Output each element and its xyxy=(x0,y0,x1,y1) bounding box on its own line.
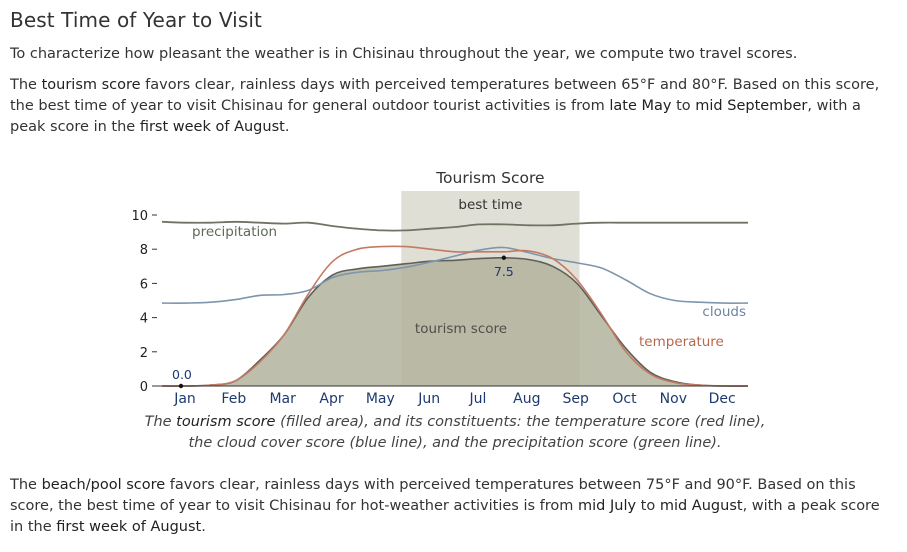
tourism-end: mid September xyxy=(695,98,808,114)
y-tick-label: 2 xyxy=(140,346,148,361)
precipitation-label: precipitation xyxy=(192,224,277,240)
x-tick-label: Nov xyxy=(660,391,687,407)
tourism-text-2: favors clear, rainless days with perceiv… xyxy=(10,77,880,114)
caption-text-2: (filled area), and its constituents: the… xyxy=(188,414,766,451)
tourism-score-chart: best time Tourism Score 0 2 4 6 8 10 Jan Feb Ma… xyxy=(131,169,749,407)
beach-peak: first week of August xyxy=(56,519,202,535)
caption-score-term: tourism score xyxy=(176,414,276,430)
beach-paragraph: The beach/pool score favors clear, rainl… xyxy=(10,475,895,538)
y-tick-label: 10 xyxy=(131,209,148,224)
clouds-label: clouds xyxy=(702,304,746,320)
start-value-label: 0.0 xyxy=(172,367,192,382)
beach-text-1: The xyxy=(10,477,42,493)
peak-value-label: 7.5 xyxy=(494,264,514,279)
x-tick-label: May xyxy=(366,391,395,407)
beach-end: mid August xyxy=(659,498,743,514)
section-heading: Best Time of Year to Visit xyxy=(10,8,262,32)
clouds-line xyxy=(161,246,749,304)
caption-text-1: The xyxy=(144,414,177,430)
y-tick-label: 0 xyxy=(140,380,148,395)
peak-value-dot xyxy=(501,255,507,260)
x-axis: Jan Feb Mar Apr May Jun Jul Aug Sep Oct Nov Dec xyxy=(173,391,736,407)
precipitation-line xyxy=(161,220,748,232)
x-tick-label: Dec xyxy=(709,391,736,407)
start-value-dot xyxy=(178,383,184,389)
x-tick-label: Jun xyxy=(417,391,440,407)
y-tick-label: 8 xyxy=(140,243,148,258)
x-tick-label: Sep xyxy=(562,391,589,407)
tourism-text-3: to xyxy=(671,98,696,114)
x-tick-label: Apr xyxy=(319,391,343,407)
beach-score-term: beach/pool score xyxy=(41,477,166,493)
tourism-peak: first week of August xyxy=(139,119,285,135)
y-axis: 0 2 4 6 8 10 xyxy=(131,209,157,395)
y-tick-label: 4 xyxy=(140,312,148,327)
y-tick-label: 6 xyxy=(140,277,148,292)
tourism-score-line xyxy=(161,256,749,387)
tourism-score-area xyxy=(162,257,748,387)
x-tick-label: Feb xyxy=(221,391,246,407)
tourism-paragraph: The tourism score favors clear, rainless… xyxy=(10,75,895,138)
beach-text-2: favors clear, rainless days with perceiv… xyxy=(10,477,856,514)
chart-caption: The tourism score (filled area), and its… xyxy=(140,412,770,454)
tourism-text-5: . xyxy=(284,119,290,135)
x-tick-label: Jul xyxy=(469,391,487,407)
beach-text-5: . xyxy=(201,519,206,535)
tourism-start: late May xyxy=(609,98,672,114)
best-time-label: best time xyxy=(458,197,522,213)
x-tick-label: Oct xyxy=(612,391,637,407)
temperature-line xyxy=(161,245,749,387)
tourism-text-1: The xyxy=(10,77,42,93)
beach-text-4: , with a peak score in the xyxy=(10,498,880,535)
beach-text-3: to xyxy=(636,498,660,514)
temperature-label: temperature xyxy=(639,334,724,350)
tourism-score-label: tourism score xyxy=(415,321,507,337)
x-tick-label: Aug xyxy=(513,391,540,407)
x-tick-label: Jan xyxy=(173,391,196,407)
beach-start: mid July xyxy=(578,498,637,514)
chart-title: Tourism Score xyxy=(435,169,544,187)
intro-paragraph: To characterize how pleasant the weather… xyxy=(10,46,798,62)
tourism-score-term: tourism score xyxy=(41,77,141,93)
x-tick-label: Mar xyxy=(269,391,296,407)
tourism-text-4: , with a peak score in the xyxy=(10,98,861,135)
